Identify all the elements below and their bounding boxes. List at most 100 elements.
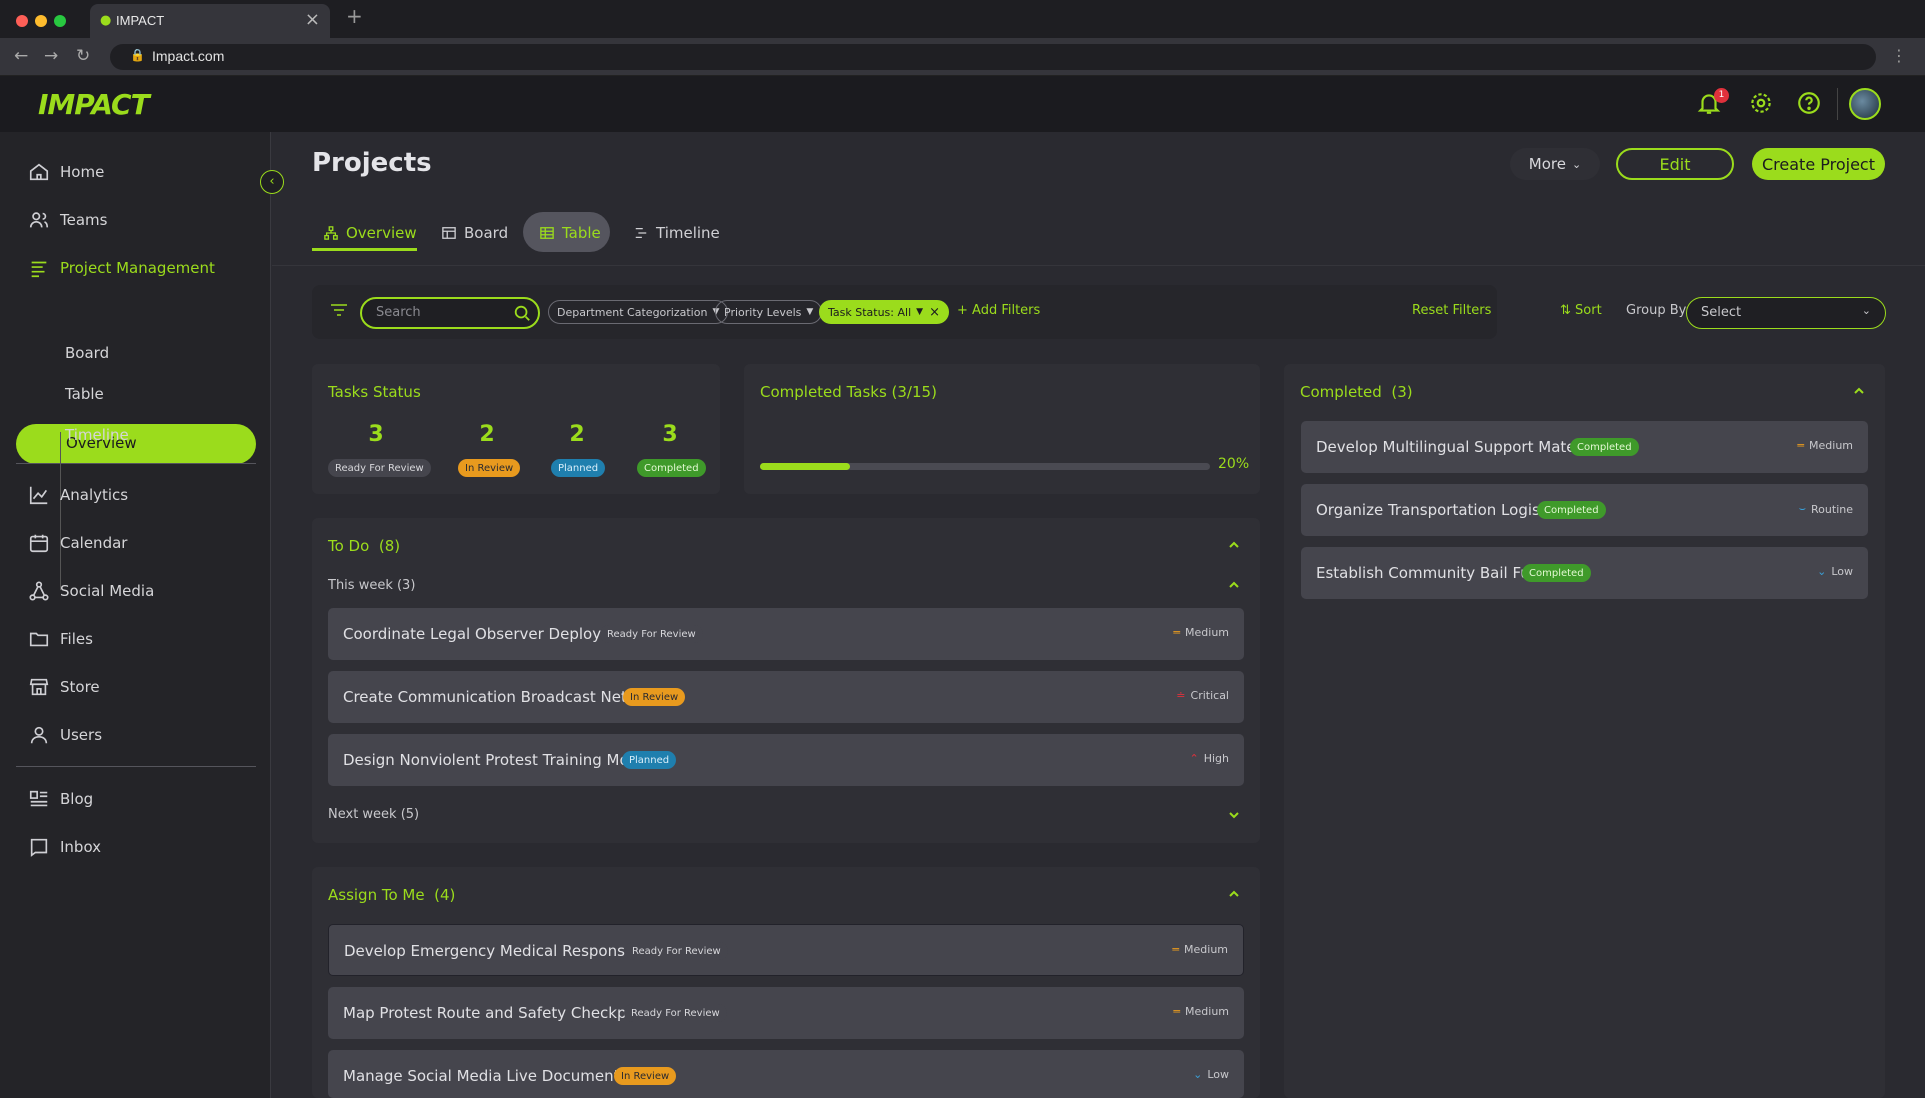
- filter-icon[interactable]: [329, 300, 349, 320]
- tab-close-icon[interactable]: ×: [304, 9, 320, 30]
- task-row[interactable]: Manage Social Media Live Documentation I…: [328, 1050, 1244, 1098]
- task-row[interactable]: Map Protest Route and Safety Checkpoints…: [328, 987, 1244, 1039]
- help-icon[interactable]: [1796, 90, 1822, 116]
- close-window-button[interactable]: [16, 15, 28, 27]
- section-title: Completed: [1300, 383, 1382, 401]
- section-title: To Do: [328, 537, 370, 555]
- task-row[interactable]: Develop Multilingual Support Materials C…: [1301, 421, 1868, 473]
- task-name: Manage Social Media Live Documentation: [343, 1067, 658, 1085]
- stat-completed-count: 3: [662, 422, 678, 447]
- close-icon[interactable]: ×: [929, 304, 940, 320]
- sidebar-item-users[interactable]: Users: [28, 720, 102, 750]
- priority-low-icon: ⌄: [1193, 1068, 1203, 1081]
- todo-title: To Do (8): [328, 537, 400, 555]
- status-badge: Completed: [1537, 501, 1606, 519]
- tab-overview[interactable]: Overview: [324, 214, 417, 252]
- sidebar-item-teams[interactable]: Teams: [28, 205, 107, 235]
- list-icon: [31, 261, 47, 278]
- task-row[interactable]: Organize Transportation Logistics Comple…: [1301, 484, 1868, 536]
- tabs-divider: [272, 265, 1925, 266]
- section-count: (4): [434, 886, 456, 904]
- progress-fill: [760, 463, 850, 470]
- task-status-filter-chip[interactable]: Task Status: All ▼ ×: [819, 300, 949, 324]
- department-filter-chip[interactable]: Department Categorization ▼: [548, 300, 729, 324]
- maximize-window-button[interactable]: [54, 15, 66, 27]
- sub-item-board[interactable]: Board: [65, 344, 110, 362]
- task-row[interactable]: Develop Emergency Medical Response Plan …: [328, 924, 1244, 976]
- back-icon[interactable]: ←: [14, 46, 29, 66]
- sidebar-item-home[interactable]: Home: [28, 157, 104, 187]
- sidebar-item-project-management[interactable]: Project Management: [28, 253, 215, 283]
- status-badge: Ready For Review: [624, 1004, 727, 1022]
- reload-icon[interactable]: ↻: [76, 46, 91, 66]
- chevron-up-icon[interactable]: [1227, 538, 1241, 552]
- bell-icon[interactable]: [1696, 90, 1722, 116]
- sidebar-item-inbox[interactable]: Inbox: [28, 832, 101, 862]
- task-name: Design Nonviolent Protest Training Modul…: [343, 751, 662, 769]
- edit-button[interactable]: Edit: [1616, 148, 1734, 180]
- reset-filters-button[interactable]: Reset Filters: [1412, 303, 1492, 318]
- section-title: Assign To Me: [328, 886, 425, 904]
- priority-label: ═ Medium: [1172, 943, 1228, 956]
- sub-item-timeline[interactable]: Timeline: [65, 426, 129, 444]
- sidebar-item-calendar[interactable]: Calendar: [28, 528, 127, 558]
- add-filters-button[interactable]: + Add Filters: [957, 303, 1041, 318]
- sidebar-collapse-button[interactable]: ‹: [260, 170, 284, 194]
- stat-ready-for-review-count: 3: [368, 422, 384, 447]
- stat-planned-count: 2: [569, 422, 585, 447]
- section-count: (3): [1391, 383, 1413, 401]
- more-button[interactable]: More ⌄: [1510, 148, 1600, 180]
- priority-filter-chip[interactable]: Priority Levels ▼: [715, 300, 823, 324]
- task-name: Map Protest Route and Safety Checkpoints: [343, 1004, 664, 1022]
- task-row[interactable]: Coordinate Legal Observer Deployment Rea…: [328, 608, 1244, 660]
- tab-title: IMPACT: [116, 13, 165, 28]
- search-input[interactable]: Search: [360, 297, 540, 329]
- task-row[interactable]: Create Communication Broadcast Network I…: [328, 671, 1244, 723]
- sub-item-table[interactable]: Table: [65, 385, 104, 403]
- chip-label: Priority Levels: [724, 305, 802, 319]
- priority-label: ⌣ Routine: [1799, 502, 1853, 516]
- sort-label: Sort: [1575, 303, 1602, 318]
- browser-tab[interactable]: ● IMPACT ×: [90, 4, 330, 38]
- new-tab-icon[interactable]: +: [346, 4, 363, 28]
- tab-timeline[interactable]: Timeline: [634, 214, 720, 252]
- tab-label: Board: [464, 224, 509, 242]
- tab-table[interactable]: Table: [540, 214, 601, 252]
- sidebar-item-analytics[interactable]: Analytics: [28, 480, 128, 510]
- sidebar-item-blog[interactable]: Blog: [28, 784, 93, 814]
- gear-icon[interactable]: [1748, 90, 1774, 116]
- avatar[interactable]: [1849, 88, 1881, 120]
- search-icon[interactable]: [513, 304, 531, 322]
- priority-text: Medium: [1809, 439, 1853, 452]
- chevron-down-icon[interactable]: [1227, 808, 1241, 822]
- forward-icon[interactable]: →: [44, 46, 59, 66]
- priority-label: ═ Medium: [1173, 626, 1229, 639]
- sidebar-item-label: Analytics: [60, 486, 129, 504]
- minimize-window-button[interactable]: [35, 15, 47, 27]
- tab-board[interactable]: Board: [442, 214, 508, 252]
- sort-button[interactable]: ⇅ Sort: [1560, 303, 1602, 318]
- group-by-select[interactable]: Select ⌄: [1686, 297, 1886, 329]
- timeline-icon: [635, 227, 647, 239]
- sidebar: Home Teams Project Management Overview B…: [0, 132, 271, 1098]
- browser-tab-bar: ● IMPACT × +: [0, 0, 1925, 38]
- task-row[interactable]: Design Nonviolent Protest Training Modul…: [328, 734, 1244, 786]
- completed-section: [1284, 364, 1885, 1098]
- create-project-button[interactable]: Create Project: [1752, 148, 1885, 180]
- chevron-up-icon[interactable]: [1227, 887, 1241, 901]
- url-text: Impact.com: [152, 48, 225, 64]
- browser-menu-icon[interactable]: ⋮: [1891, 46, 1907, 65]
- url-bar[interactable]: 🔒 Impact.com: [110, 44, 1876, 70]
- sub-item-overview-highlight[interactable]: [16, 424, 256, 464]
- tab-table-highlight: [523, 212, 610, 252]
- chevron-up-icon[interactable]: [1227, 578, 1241, 592]
- sub-item-overview[interactable]: Overview: [66, 434, 137, 452]
- sidebar-item-social-media[interactable]: Social Media: [28, 576, 154, 606]
- sidebar-item-files[interactable]: Files: [28, 624, 93, 654]
- priority-critical-icon: ≐: [1176, 689, 1186, 702]
- sidebar-item-store[interactable]: Store: [28, 672, 100, 702]
- favicon-icon: ●: [100, 13, 112, 28]
- chevron-up-icon[interactable]: [1852, 384, 1866, 398]
- status-badge: Ready For Review: [328, 459, 431, 477]
- task-row[interactable]: Establish Community Bail Fund Completed …: [1301, 547, 1868, 599]
